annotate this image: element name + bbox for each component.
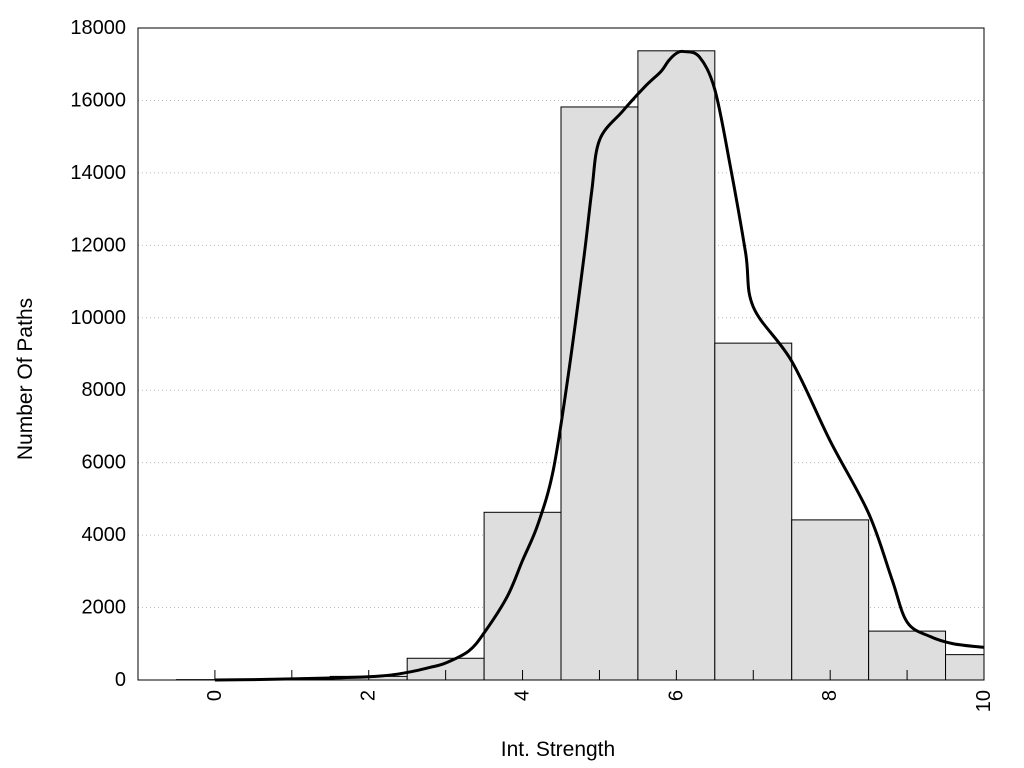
density-curve-layer (214, 49, 985, 682)
histogram-bar (483, 511, 562, 681)
plot-frame (137, 27, 985, 681)
y-tick-label: 18000 (70, 17, 126, 39)
histogram-bar (560, 106, 639, 681)
y-tick-label: 16000 (70, 89, 126, 111)
x-tick-label: 6 (665, 690, 687, 701)
y-tick-label: 14000 (70, 162, 126, 184)
y-tick-label: 8000 (82, 379, 127, 401)
x-tick-label: 10 (973, 690, 995, 712)
y-tick-label: 10000 (70, 307, 126, 329)
y-tick-label: 2000 (82, 597, 127, 619)
y-tick-label: 6000 (82, 452, 127, 474)
y-tick-label: 12000 (70, 234, 126, 256)
y-tick-label: 4000 (82, 524, 127, 546)
x-tick-label: 4 (512, 690, 534, 701)
bars (175, 50, 985, 681)
y-axis-title: Number Of Paths (14, 298, 37, 460)
x-tick-label: 0 (204, 690, 226, 701)
x-axis-title: Int. Strength (501, 738, 615, 761)
y-axis-ticks: 0 2000 4000 6000 8000 10000 12000 14000 16000 180… (70, 17, 126, 691)
histogram-bar (637, 50, 716, 681)
histogram-bar (714, 342, 793, 681)
x-tick-label: 2 (358, 690, 380, 701)
x-axis-ticks: 0 2 4 6 8 10 (204, 670, 995, 712)
histogram-bar (945, 654, 985, 681)
histogram-bar (791, 519, 870, 681)
density-curve (214, 49, 985, 682)
x-tick-label: 8 (819, 690, 841, 701)
y-tick-label: 0 (115, 669, 126, 691)
